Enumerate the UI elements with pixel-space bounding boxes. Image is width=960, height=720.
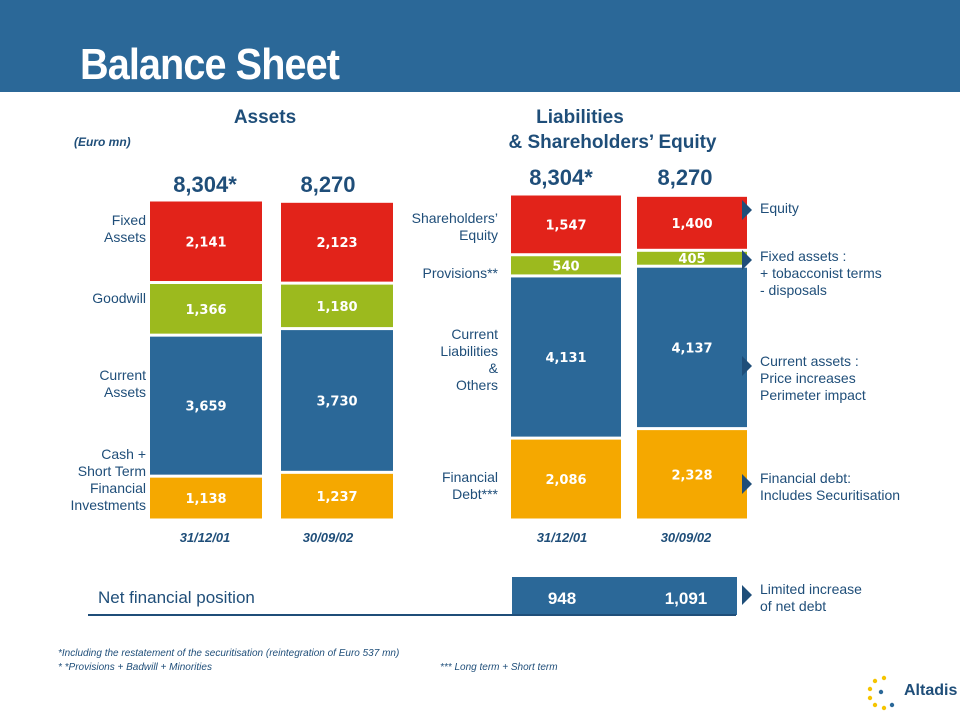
bar-segment-0-1-1 xyxy=(281,330,393,471)
note-fixed-assets: Fixed assets : + tobacconist terms - dis… xyxy=(760,248,882,298)
footnote-provisions: * *Provisions + Badwill + Minorities xyxy=(58,662,212,673)
label-financial-debt: Financial Debt*** xyxy=(441,469,498,502)
arrow-debt-icon xyxy=(742,474,752,494)
label-current-liabilities: Current Liabilities & Others xyxy=(440,326,498,393)
bar-segment-0-0-1 xyxy=(150,336,262,475)
bar-value-label-1-1-2: 405 xyxy=(678,252,705,267)
label-current-assets: Current Assets xyxy=(99,367,146,400)
bar-segment-1-1-0 xyxy=(637,430,747,519)
note-net-debt: Limited increase of net debt xyxy=(760,581,862,614)
date-assets-2002: 30/09/02 xyxy=(302,530,354,545)
label-shareholders-equity: Shareholders’ Equity xyxy=(411,210,498,243)
date-liabilities-2001: 31/12/01 xyxy=(536,530,588,545)
bar-segment-0-0-2 xyxy=(150,284,262,334)
arrow-fixed-icon xyxy=(742,250,752,270)
bar-value-label-0-1-3: 2,123 xyxy=(316,236,357,251)
arrow-equity-icon xyxy=(742,200,752,220)
label-cash-investments: Cash + Short Term Financial Investments xyxy=(70,446,146,513)
bar-segment-0-1-2 xyxy=(281,284,393,328)
date-liabilities-2002: 30/09/02 xyxy=(660,530,712,545)
arrow-current-icon xyxy=(742,356,752,376)
note-current-assets: Current assets : Price increases Perimet… xyxy=(760,353,866,403)
bar-segment-1-1-1 xyxy=(637,267,747,428)
net-financial-position-2001: 948 xyxy=(547,589,577,608)
bar-segment-0-0-0 xyxy=(150,477,262,519)
bar-value-label-0-1-1: 3,730 xyxy=(316,394,357,409)
arrow-net-icon xyxy=(742,585,752,605)
bar-segment-1-1-3 xyxy=(637,196,747,249)
altadis-logo-text: Altadis xyxy=(904,682,958,699)
assets-total-2002: 8,270 xyxy=(300,172,356,197)
title-banner xyxy=(0,0,960,92)
bar-value-label-0-0-2: 1,366 xyxy=(185,303,226,318)
bar-segment-1-0-3 xyxy=(511,195,621,254)
bar-value-label-1-0-3: 1,547 xyxy=(545,218,586,233)
net-financial-position-2002: 1,091 xyxy=(664,589,708,608)
bar-value-label-1-0-0: 2,086 xyxy=(545,473,586,488)
label-fixed-assets: Fixed Assets xyxy=(103,212,146,245)
bar-value-label-0-0-0: 1,138 xyxy=(185,492,226,507)
bar-value-label-1-0-1: 4,131 xyxy=(545,351,586,366)
bar-segment-0-0-3 xyxy=(150,201,262,282)
page-title: Balance Sheet xyxy=(80,40,340,89)
liabilities-total-2002: 8,270 xyxy=(657,165,713,190)
net-financial-position-label: Net financial position xyxy=(98,588,255,607)
liabilities-subheading: & Shareholders’ Equity xyxy=(508,132,717,153)
bar-segment-1-0-0 xyxy=(511,439,621,519)
bar-segment-0-1-3 xyxy=(281,202,393,282)
footnote-restatement: *Including the restatement of the securi… xyxy=(58,648,400,659)
bar-segment-0-1-0 xyxy=(281,473,393,519)
bar-segment-1-1-2 xyxy=(637,251,747,265)
liabilities-total-2001: 8,304* xyxy=(529,165,593,190)
net-financial-position-rule xyxy=(88,614,736,616)
date-assets-2001: 31/12/01 xyxy=(179,530,231,545)
footnote-debt: *** Long term + Short term xyxy=(440,662,558,673)
bar-value-label-1-1-0: 2,328 xyxy=(671,468,712,483)
note-equity: Equity xyxy=(760,200,799,216)
bar-value-label-0-0-3: 2,141 xyxy=(185,235,226,250)
altadis-logo-icon xyxy=(867,675,895,711)
label-goodwill: Goodwill xyxy=(92,290,146,306)
liabilities-heading: Liabilities xyxy=(536,107,624,128)
bar-value-label-0-1-2: 1,180 xyxy=(316,300,357,315)
bar-segment-1-0-2 xyxy=(511,256,621,275)
bar-value-label-1-0-2: 540 xyxy=(552,259,579,274)
label-provisions: Provisions** xyxy=(422,265,498,281)
bar-segment-1-0-1 xyxy=(511,277,621,437)
unit-note: (Euro mn) xyxy=(74,135,131,149)
bar-value-label-1-1-1: 4,137 xyxy=(671,341,712,356)
bar-value-label-1-1-3: 1,400 xyxy=(671,217,712,232)
assets-heading: Assets xyxy=(233,107,297,128)
bar-value-label-0-0-1: 3,659 xyxy=(185,400,226,415)
net-financial-position-box xyxy=(512,577,737,615)
assets-total-2001: 8,304* xyxy=(173,172,237,197)
note-financial-debt: Financial debt: Includes Securitisation xyxy=(760,470,901,503)
bar-value-label-0-1-0: 1,237 xyxy=(316,490,357,505)
